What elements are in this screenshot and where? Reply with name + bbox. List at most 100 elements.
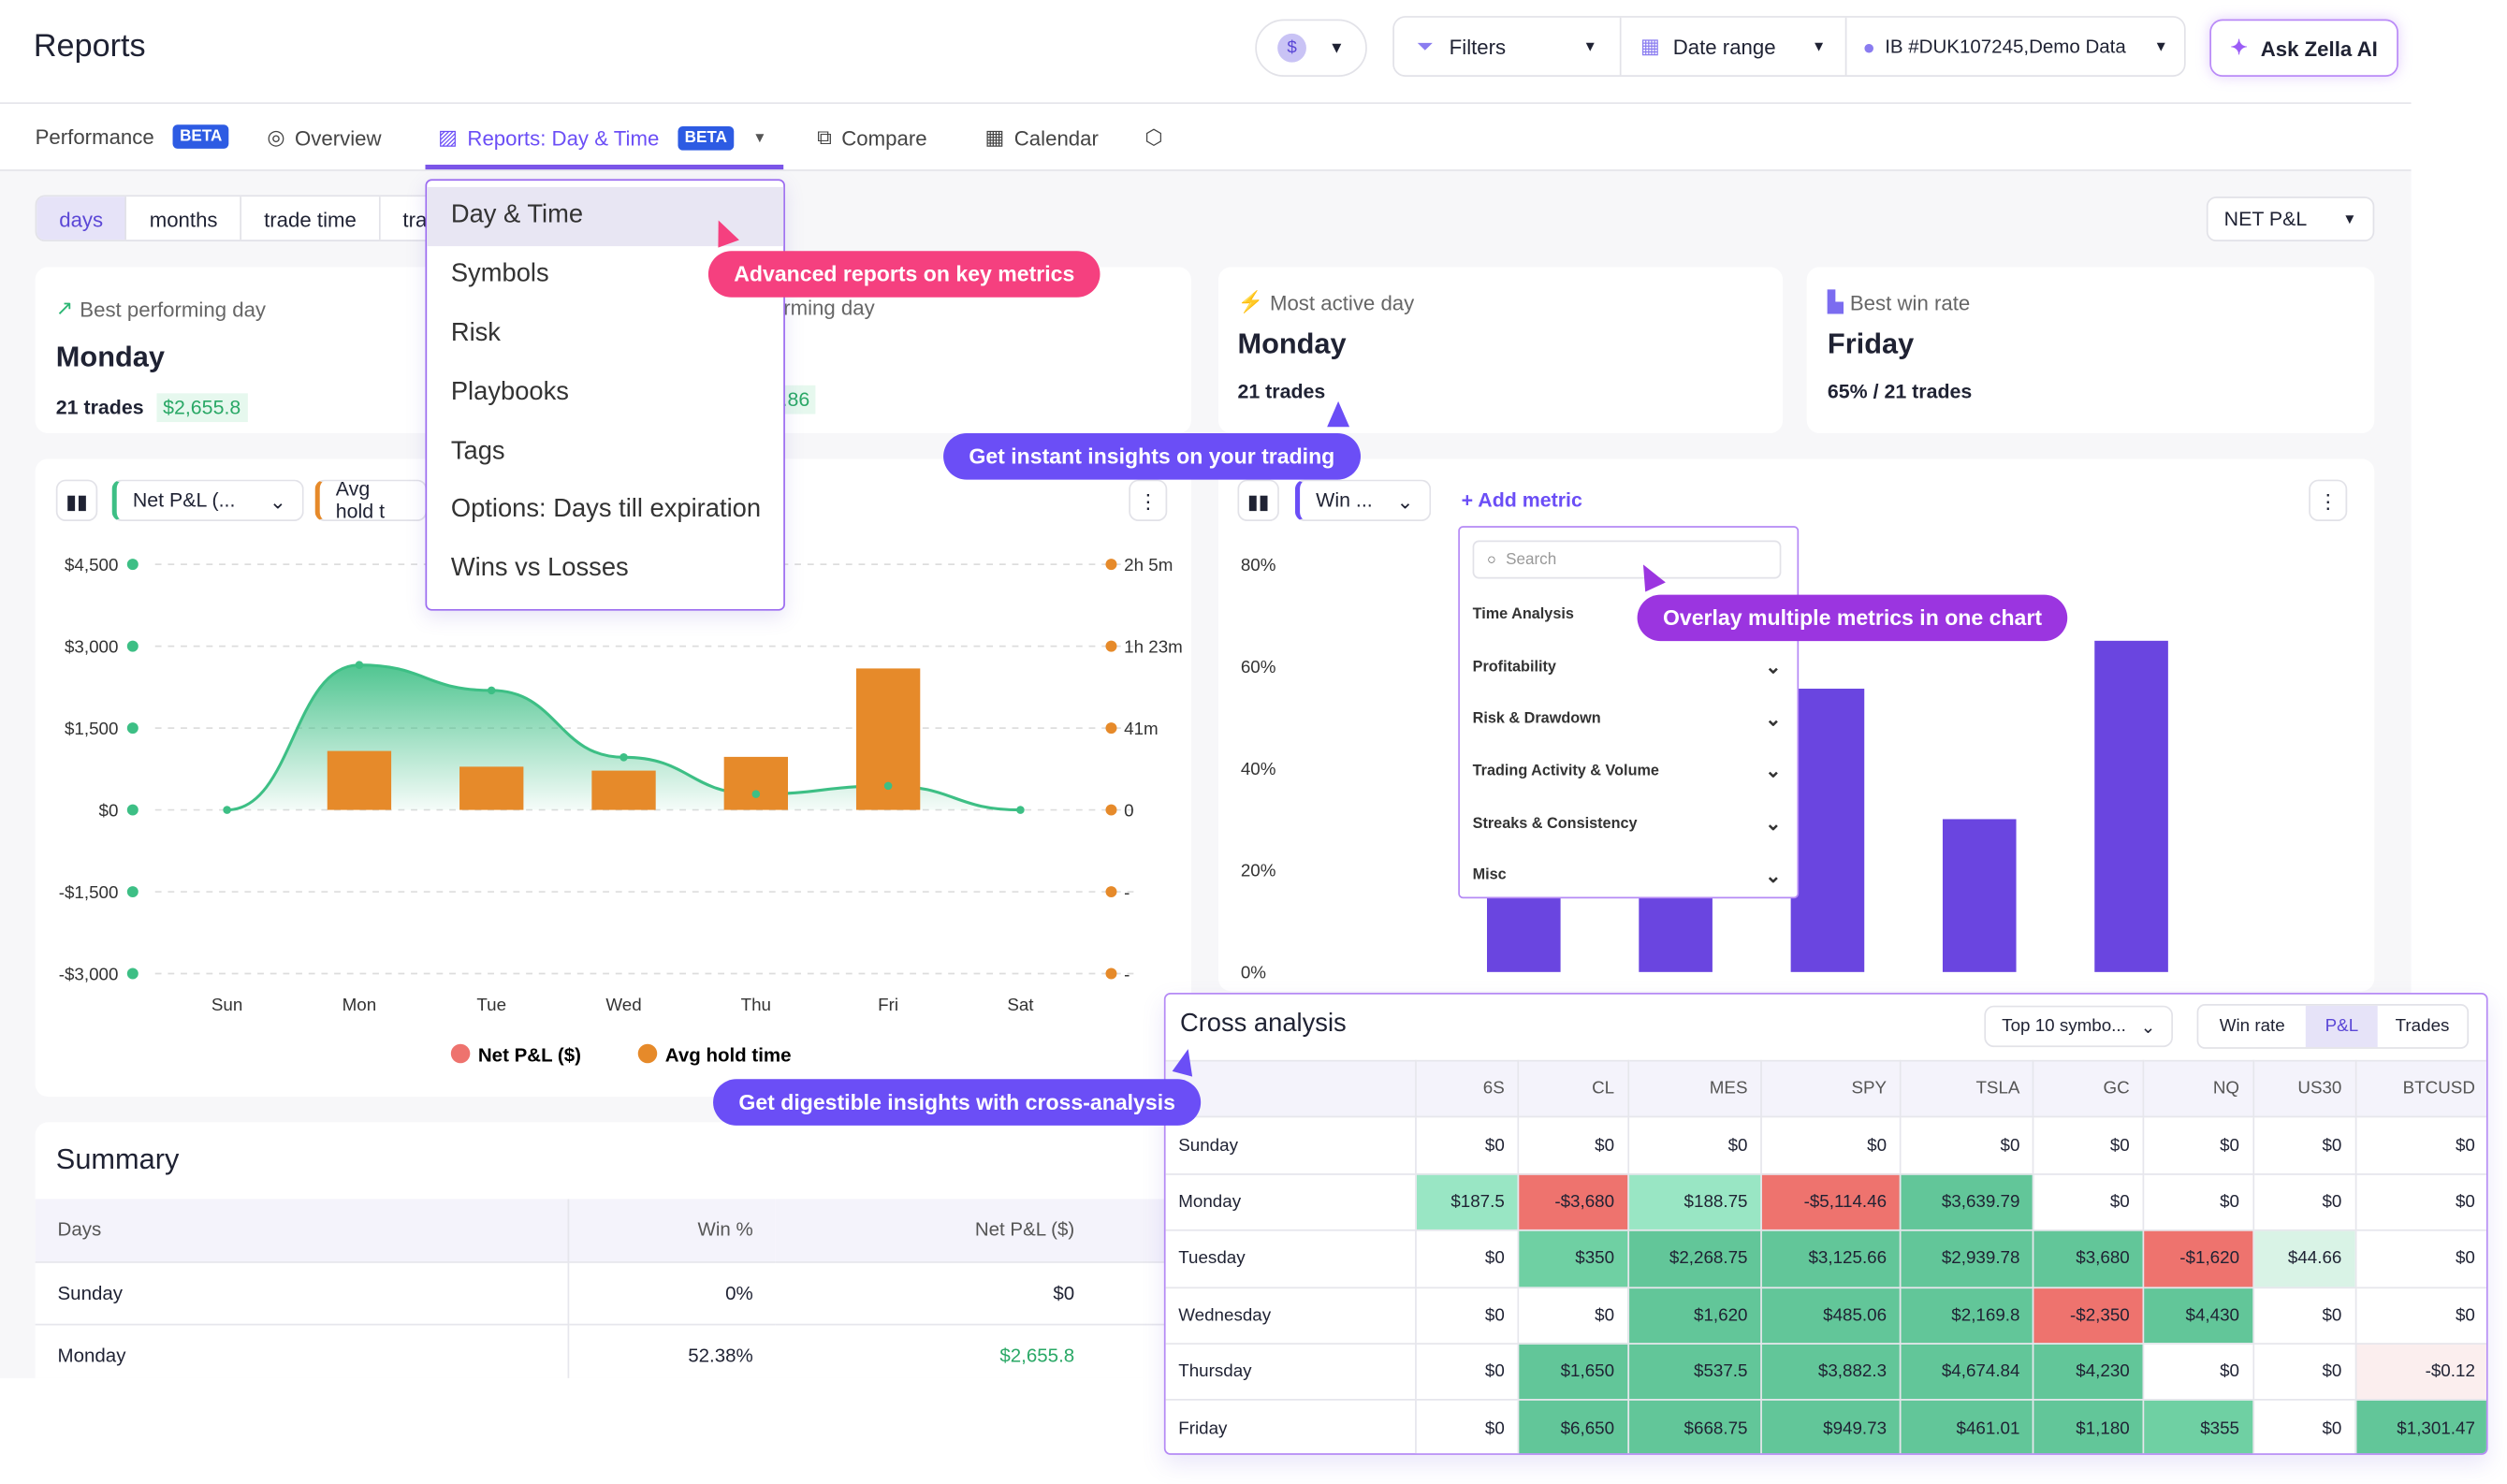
currency-select[interactable]: $ ▼ — [1255, 19, 1367, 78]
pnl-cell: $0 — [1415, 1343, 1520, 1402]
toggle-pnl[interactable]: P&L — [2306, 1005, 2378, 1048]
win-rate-bar — [2094, 640, 2168, 972]
add-metric-button[interactable]: + Add metric — [1461, 488, 1582, 512]
metric-section[interactable]: Risk & Drawdown ⌄ — [1460, 692, 1798, 745]
pnl-cell: -$2,350 — [2033, 1286, 2145, 1345]
y-tick-label: 60% — [1241, 657, 1276, 677]
menu-item[interactable]: Day & Time — [427, 186, 784, 246]
tab-calendar[interactable]: ▦ Calendar — [984, 124, 1098, 150]
pnl-cell: $0 — [2142, 1172, 2254, 1231]
ask-ai-label: Ask Zella AI — [2260, 36, 2378, 61]
segment-days[interactable]: days — [36, 196, 127, 240]
metric-section[interactable]: Trading Activity & Volume ⌄ — [1460, 745, 1798, 797]
hold-time-bar — [591, 770, 656, 810]
header-row: 6S CL MES SPY TSLA GC NQ US30 BTCUSD — [1165, 1059, 2486, 1118]
y-tick-label: $0 — [99, 800, 119, 820]
metric1-select[interactable]: Net P&L (... ⌄ — [111, 479, 304, 522]
pnl-cell: $0 — [775, 1261, 1187, 1325]
tab-compare[interactable]: ⧉ Compare — [817, 124, 926, 150]
kebab-icon: ⋮ — [2318, 489, 2339, 513]
y2-tick-label: 41m — [1124, 719, 1159, 738]
beta-badge: BETA — [173, 124, 229, 149]
y-tick-dot — [126, 640, 138, 652]
pnl-cell: $3,882.3 — [1760, 1343, 1902, 1402]
metric-section[interactable]: Streaks & Consistency ⌄ — [1460, 797, 1798, 850]
column-header: CL — [1517, 1059, 1629, 1118]
symbols-select[interactable]: Top 10 symbo... ⌄ — [1984, 1005, 2173, 1048]
x-tick-label: Fri — [878, 995, 898, 1014]
metric1-select[interactable]: Win ... ⌄ — [1294, 479, 1432, 522]
legend-hold-dot — [637, 1043, 658, 1064]
pnl-cell: $350 — [1517, 1229, 1629, 1288]
more-options-button[interactable]: ⋮ — [1129, 479, 1168, 522]
pnl-cell: $668.75 — [1626, 1399, 1762, 1454]
tab-more[interactable]: ⬡ — [1144, 124, 1162, 150]
toggle-win-rate[interactable]: Win rate — [2219, 1016, 2285, 1037]
y2-tick-dot — [1105, 559, 1117, 571]
menu-item[interactable]: Tags — [450, 437, 505, 465]
segment-months[interactable]: months — [127, 196, 242, 240]
chevron-down-icon: ⌄ — [1765, 760, 1782, 783]
pnl-cell: $485.06 — [1760, 1286, 1902, 1345]
most-active-card: ⚡ Most active day Monday 21 trades — [1217, 267, 1784, 434]
column-header: TSLA — [1899, 1059, 2034, 1118]
beta-badge: BETA — [678, 125, 734, 150]
pnl-cell: $1,620 — [1626, 1286, 1762, 1345]
card-kicker: Best win rate — [1849, 290, 1971, 314]
chart-type-button[interactable]: ▮▮ — [55, 479, 98, 522]
table-row: Monday 52.38% $2,655.8 — [35, 1323, 1187, 1378]
chevron-down-icon: ⌄ — [1765, 655, 1782, 678]
metric-select[interactable]: NET P&L ▼ — [2206, 196, 2375, 241]
metric-section[interactable]: Misc ⌄ — [1460, 850, 1798, 902]
x-tick-label: Sat — [1007, 995, 1034, 1014]
menu-item[interactable]: Risk — [450, 319, 501, 347]
section-label: Time Analysis — [1472, 605, 1574, 624]
segment-trade-time[interactable]: trade time — [241, 196, 381, 240]
more-options-button[interactable]: ⋮ — [2309, 479, 2348, 522]
column-header: NQ — [2142, 1059, 2254, 1118]
account-select[interactable]: ● IB #DUK107245,Demo Data ▼ — [1846, 18, 2184, 76]
y-tick-dot — [126, 722, 138, 735]
tab-reports-day-time[interactable]: ▨ Reports: Day & Time BETA ▼ — [438, 124, 767, 150]
menu-item[interactable]: Wins vs Losses — [450, 555, 629, 583]
account-icon: ● — [1862, 34, 1875, 59]
chevron-down-icon: ⌄ — [2140, 1017, 2156, 1038]
tab-label: Overview — [294, 125, 382, 150]
caret-down-icon: ▼ — [752, 129, 767, 146]
y-tick-label: 0% — [1241, 963, 1266, 982]
x-tick-label: Mon — [343, 995, 377, 1014]
table-row: Sunday $0 $0 $0 $0 $0 $0 $0 $0 $0 — [1165, 1116, 2486, 1175]
metric-section[interactable]: Time Analysis — [1460, 589, 1798, 641]
metric-section[interactable]: Profitability ⌄ — [1460, 641, 1798, 693]
filters-button[interactable]: ⏷ Filters ▼ — [1394, 17, 1622, 76]
date-range-button[interactable]: ▦ Date range ▼ — [1622, 17, 1847, 76]
win-rate-bar — [1790, 689, 1865, 972]
table-row: Friday $0 $6,650 $668.75 $949.73 $461.01 $1,18… — [1165, 1399, 2486, 1454]
pnl-point — [883, 781, 893, 791]
pnl-cell: $1,650 — [1517, 1343, 1629, 1402]
tab-performance[interactable]: Performance BETA — [36, 124, 229, 149]
pnl-cell: $3,680 — [2033, 1229, 2145, 1288]
toggle-trades[interactable]: Trades — [2395, 1016, 2450, 1037]
ask-ai-button[interactable]: ✦ Ask Zella AI — [2209, 19, 2398, 78]
hold-time-bar — [459, 766, 524, 810]
legend-hold: Avg hold time — [665, 1045, 792, 1067]
section-label: Streaks & Consistency — [1472, 814, 1638, 833]
chart-type-button[interactable]: ▮▮ — [1237, 479, 1279, 522]
column-header: Days — [35, 1199, 569, 1262]
y-tick-label: -$1,500 — [59, 882, 119, 902]
metric2-select[interactable]: Avg hold t — [314, 479, 428, 522]
metric-search-input[interactable]: ○ Search — [1472, 540, 1782, 579]
tab-overview[interactable]: ◎ Overview — [267, 124, 381, 150]
card-day: Monday — [1237, 327, 1347, 360]
globe-icon: ◎ — [267, 124, 285, 149]
x-tick-label: Tue — [476, 995, 506, 1014]
menu-item[interactable]: Options: Days till expiration — [450, 496, 762, 524]
pnl-cell: $0 — [1517, 1116, 1629, 1175]
caret-down-icon: ▼ — [1811, 38, 1827, 55]
menu-item[interactable]: Symbols — [450, 260, 549, 288]
section-label: Profitability — [1472, 658, 1556, 676]
menu-item[interactable]: Playbooks — [450, 378, 569, 406]
y-tick-label: -$3,000 — [59, 964, 119, 983]
add-metric-dropdown: ○ Search Time Analysis Profitability ⌄ Risk … — [1458, 526, 1800, 899]
